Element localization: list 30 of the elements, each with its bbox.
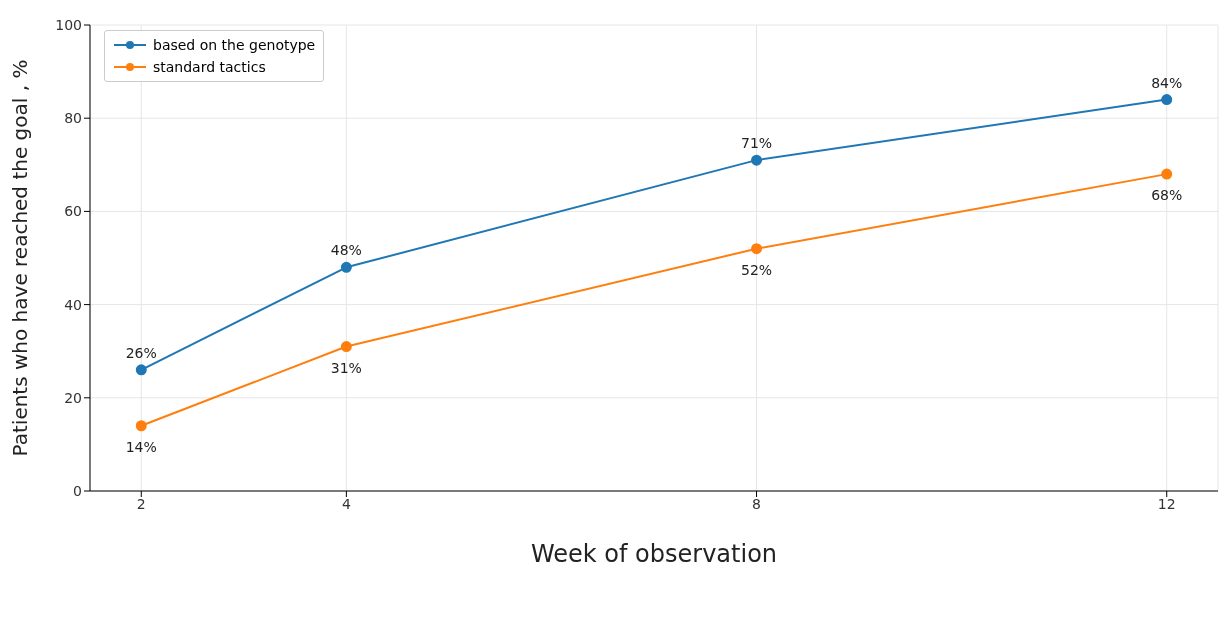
- point: [135, 364, 147, 376]
- point: [340, 341, 352, 353]
- legend-label: standard tactics: [153, 59, 266, 75]
- x-tick-label: 8: [752, 495, 762, 512]
- y-tick-label: 0: [73, 482, 82, 499]
- point: [135, 420, 147, 432]
- point: [751, 243, 763, 255]
- data-label: 84%: [1151, 74, 1183, 91]
- data-label: 48%: [330, 242, 362, 259]
- y-tick-label: 20: [64, 389, 82, 406]
- y-axis-title: Patients who have reached the goal , %: [8, 59, 33, 457]
- point: [1161, 168, 1173, 180]
- x-tick-label: 12: [1157, 495, 1176, 512]
- point: [751, 154, 763, 166]
- legend-label: based on the genotype: [153, 37, 316, 53]
- y-tick-label: 100: [55, 16, 82, 33]
- x-tick-label: 2: [136, 495, 146, 512]
- data-label: 52%: [740, 261, 773, 278]
- point: [340, 261, 352, 273]
- data-label: 26%: [125, 344, 157, 361]
- data-label: 68%: [1151, 187, 1183, 204]
- y-tick-label: 40: [64, 296, 82, 313]
- data-label: 71%: [740, 135, 773, 152]
- y-tick-label: 60: [64, 203, 82, 220]
- data-label: 31%: [330, 359, 362, 376]
- y-tick-label: 80: [64, 110, 82, 127]
- point: [1161, 94, 1173, 106]
- x-tick-label: 4: [341, 495, 351, 512]
- x-axis-title: Week of observation: [530, 540, 778, 568]
- data-label: 14%: [125, 438, 157, 455]
